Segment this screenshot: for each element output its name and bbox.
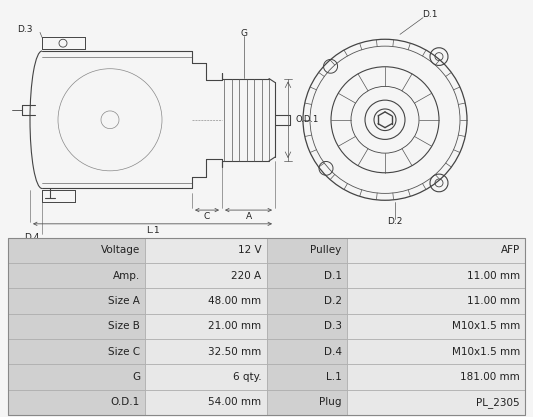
Text: Plug: Plug	[319, 397, 342, 407]
Text: A: A	[245, 212, 252, 221]
Text: G: G	[132, 372, 140, 382]
Text: 32.50 mm: 32.50 mm	[208, 347, 262, 357]
Bar	[266, 288, 346, 314]
Bar	[8, 288, 145, 314]
Bar	[145, 314, 266, 339]
Text: 220 A: 220 A	[231, 271, 262, 281]
Bar	[346, 238, 525, 263]
Bar	[266, 339, 346, 364]
Text: D.4: D.4	[25, 233, 39, 242]
Text: 21.00 mm: 21.00 mm	[208, 322, 262, 331]
Text: AFP: AFP	[500, 245, 520, 255]
Bar	[346, 339, 525, 364]
Bar	[266, 238, 346, 263]
Text: L.1: L.1	[146, 226, 159, 235]
Bar	[346, 389, 525, 415]
Text: 11.00 mm: 11.00 mm	[467, 271, 520, 281]
Bar	[266, 389, 346, 415]
Text: D.3: D.3	[324, 322, 342, 331]
Bar	[346, 364, 525, 389]
Text: M10x1.5 mm: M10x1.5 mm	[452, 322, 520, 331]
Bar	[346, 263, 525, 288]
Bar	[145, 339, 266, 364]
Bar	[8, 238, 145, 263]
Text: G: G	[240, 29, 247, 38]
Text: Pulley: Pulley	[310, 245, 342, 255]
Bar	[8, 389, 145, 415]
Text: O.D.1: O.D.1	[296, 115, 319, 124]
Text: PL_2305: PL_2305	[477, 397, 520, 408]
Bar	[145, 288, 266, 314]
Bar	[145, 263, 266, 288]
Text: L.1: L.1	[326, 372, 342, 382]
Bar	[8, 314, 145, 339]
Bar	[8, 364, 145, 389]
Text: D.2: D.2	[324, 296, 342, 306]
Text: O.D.1: O.D.1	[111, 397, 140, 407]
Text: Voltage: Voltage	[101, 245, 140, 255]
Text: D.1: D.1	[324, 271, 342, 281]
Text: 6 qty.: 6 qty.	[233, 372, 262, 382]
Bar	[266, 263, 346, 288]
Bar	[266, 364, 346, 389]
Bar	[8, 339, 145, 364]
Text: D.1: D.1	[422, 10, 438, 19]
Bar	[145, 364, 266, 389]
Text: 48.00 mm: 48.00 mm	[208, 296, 262, 306]
Text: Size B: Size B	[108, 322, 140, 331]
Text: 54.00 mm: 54.00 mm	[208, 397, 262, 407]
Bar	[145, 238, 266, 263]
Text: C: C	[204, 212, 210, 221]
Text: 181.00 mm: 181.00 mm	[461, 372, 520, 382]
Bar	[145, 389, 266, 415]
Bar	[346, 314, 525, 339]
Text: M10x1.5 mm: M10x1.5 mm	[452, 347, 520, 357]
Bar	[266, 314, 346, 339]
Text: Amp.: Amp.	[113, 271, 140, 281]
Text: D.4: D.4	[324, 347, 342, 357]
Text: 11.00 mm: 11.00 mm	[467, 296, 520, 306]
Text: D.2: D.2	[387, 217, 403, 226]
Text: Size A: Size A	[108, 296, 140, 306]
Text: D.3: D.3	[17, 25, 33, 34]
Bar	[8, 263, 145, 288]
Text: Size C: Size C	[108, 347, 140, 357]
Text: 12 V: 12 V	[238, 245, 262, 255]
Bar	[346, 288, 525, 314]
